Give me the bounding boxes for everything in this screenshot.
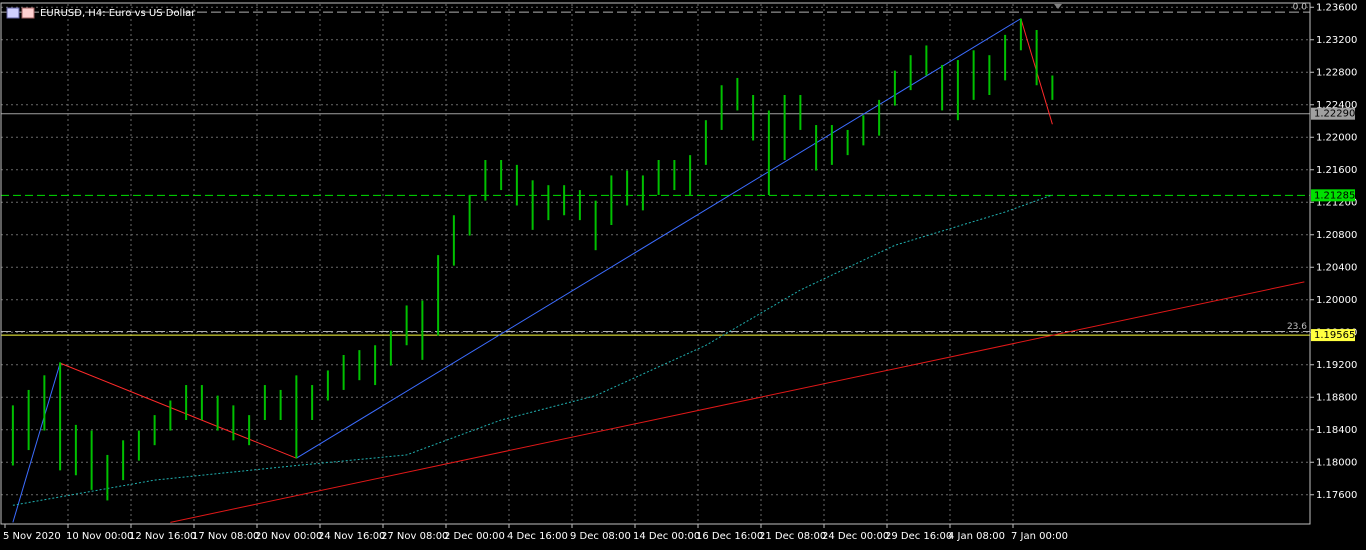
y-tick-label: 1.23600	[1316, 2, 1357, 13]
price-box	[1311, 107, 1355, 120]
x-tick-label: 5 Nov 2020	[3, 531, 61, 542]
plot-frame	[0, 2, 1311, 525]
icon-box	[21, 7, 35, 19]
y-tick-label: 1.20000	[1316, 295, 1357, 306]
price-box-label: 1.19565	[1314, 330, 1355, 341]
y-tick-label: 1.21600	[1316, 165, 1357, 176]
price-box-label: 1.21285	[1314, 190, 1355, 201]
chart-title: EURUSD, H4: Euro vs US Dollar	[40, 8, 196, 19]
x-tick-label: 14 Dec 00:00	[633, 531, 700, 542]
fibo-label: 23.6	[1287, 322, 1307, 332]
marks-layer	[1, 11, 1310, 523]
zigzag-segment	[59, 362, 297, 459]
x-tick-label: 20 Nov 00:00	[255, 531, 322, 542]
x-tick-label: 24 Nov 16:00	[318, 531, 385, 542]
icon-box	[6, 7, 20, 19]
zigzag-segment	[170, 281, 1305, 523]
y-tick-label: 1.20800	[1316, 230, 1357, 241]
x-tick-label: 27 Nov 08:00	[381, 531, 448, 542]
y-tick-label: 1.22400	[1316, 100, 1357, 111]
moving-average	[12, 194, 1053, 506]
y-tick-label: 1.18000	[1316, 457, 1357, 468]
x-tick-label: 10 Nov 00:00	[66, 531, 133, 542]
x-tick-label: 17 Nov 08:00	[192, 531, 259, 542]
y-tick-label: 1.20400	[1316, 262, 1357, 273]
x-tick-label: 7 Jan 00:00	[1011, 531, 1068, 542]
price-box-label: 1.22290	[1314, 109, 1355, 120]
symbol-icon	[6, 7, 35, 19]
x-tick-label: 12 Nov 16:00	[129, 531, 196, 542]
price-box	[1311, 189, 1355, 202]
y-tick-label: 1.21200	[1316, 197, 1357, 208]
y-tick-label: 1.18400	[1316, 425, 1357, 436]
shift-marker	[1054, 4, 1062, 9]
fibo-label: 0.0	[1293, 3, 1308, 13]
y-tick-label: 1.23200	[1316, 35, 1357, 46]
y-tick-label: 1.22000	[1316, 132, 1357, 143]
y-tick-label: 1.19200	[1316, 360, 1357, 371]
x-tick-label: 4 Jan 08:00	[948, 531, 1005, 542]
x-tick-label: 29 Dec 16:00	[885, 531, 952, 542]
price-box	[1311, 329, 1355, 342]
zigzag-segment	[296, 18, 1022, 459]
zigzag-segment	[12, 362, 61, 523]
y-tick-label: 1.17600	[1316, 490, 1357, 501]
grid-layer	[1, 4, 1310, 524]
x-tick-label: 24 Dec 00:00	[822, 531, 889, 542]
y-tick-label: 1.18800	[1316, 392, 1357, 403]
x-tick-label: 2 Dec 00:00	[444, 531, 505, 542]
x-tick-label: 21 Dec 08:00	[759, 531, 826, 542]
y-tick-label: 1.22800	[1316, 67, 1357, 78]
x-tick-label: 4 Dec 16:00	[507, 531, 568, 542]
x-tick-label: 16 Dec 16:00	[696, 531, 763, 542]
x-tick-label: 9 Dec 08:00	[570, 531, 631, 542]
